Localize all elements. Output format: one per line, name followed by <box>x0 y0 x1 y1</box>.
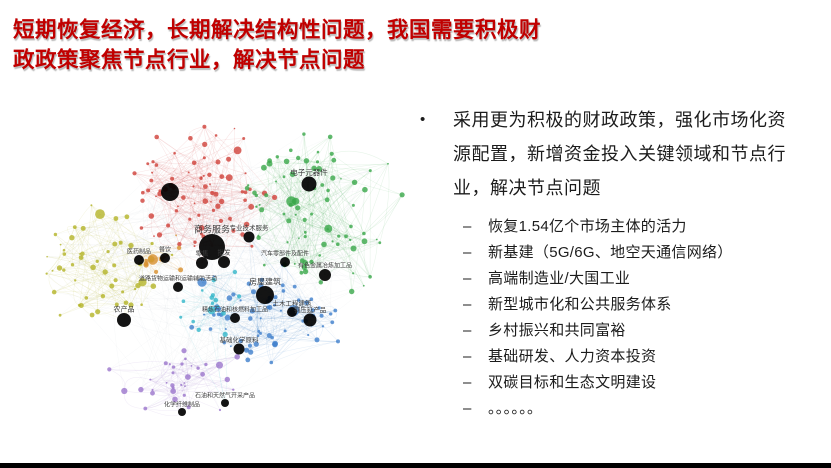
dash-icon: – <box>463 322 472 339</box>
sub-bullet-text: 。。。。。。 <box>488 400 543 417</box>
sub-bullet-text: 新型城市化和公共服务体系 <box>488 296 672 313</box>
sub-bullet-item: – 双碳目标和生态文明建设 <box>463 370 822 396</box>
svg-text:专业技术服务: 专业技术服务 <box>230 223 270 232</box>
svg-text:钢压延产品: 钢压延产品 <box>294 305 327 314</box>
sub-bullet-item: – 新型城市化和公共服务体系 <box>463 292 822 318</box>
main-bullet: • 采用更为积极的财政政策，强化市场化资源配置，新增资金投入关键领域和节点行业，… <box>420 103 822 205</box>
svg-text:医药制品: 医药制品 <box>127 248 151 256</box>
sub-bullet-list: – 恢复1.54亿个市场主体的活力 – 新基建（5G/6G、地空天通信网络） – 高端… <box>420 214 822 422</box>
sub-bullet-text: 双碳目标和生态文明建设 <box>488 374 657 391</box>
svg-text:道路货物运输和运输辅助活动: 道路货物运输和运输辅助活动 <box>139 275 217 283</box>
svg-text:化学纤维制品: 化学纤维制品 <box>164 401 200 409</box>
sub-bullet-item: –。。。。。。 <box>463 396 822 422</box>
dash-icon: – <box>463 244 472 261</box>
svg-text:土木工程建筑: 土木工程建筑 <box>273 299 313 308</box>
svg-text:农产品: 农产品 <box>114 305 135 314</box>
slide-title-line2: 政政策聚焦节点行业，解决节点问题 <box>13 48 366 72</box>
sub-bullet-text: 恢复1.54亿个市场主体的活力 <box>488 218 687 235</box>
svg-text:电子元器件: 电子元器件 <box>290 167 328 177</box>
dash-icon: – <box>463 270 472 287</box>
svg-text:餐饮: 餐饮 <box>159 246 171 254</box>
sub-bullet-text: 新基建（5G/6G、地空天通信网络） <box>488 244 733 261</box>
dash-icon: – <box>463 400 472 417</box>
sub-bullet-text: 乡村振兴和共同富裕 <box>488 322 626 339</box>
svg-text:精炼石油和核燃料加工品: 精炼石油和核燃料加工品 <box>202 306 268 314</box>
dash-icon: – <box>463 348 472 365</box>
main-bullet-text: 采用更为积极的财政政策，强化市场化资源配置，新增资金投入关键领域和节点行业，解决… <box>453 110 786 198</box>
dash-icon: – <box>463 218 472 235</box>
sub-bullet-item: – 高端制造业/大国工业 <box>463 266 822 292</box>
slide-title: 短期恢复经济，长期解决结构性问题，我国需要积极财 政政策聚焦节点行业，解决节点问… <box>13 15 653 75</box>
sub-bullet-text: 基础研发、人力资本投资 <box>488 348 657 365</box>
svg-text:基础化学原料: 基础化学原料 <box>220 335 260 344</box>
sub-bullet-item: – 恢复1.54亿个市场主体的活力 <box>463 214 822 240</box>
content-panel: • 采用更为积极的财政政策，强化市场化资源配置，新增资金投入关键领域和节点行业，… <box>420 103 822 422</box>
svg-text:零售: 零售 <box>196 249 209 258</box>
sub-bullet-item: – 基础研发、人力资本投资 <box>463 344 822 370</box>
svg-text:汽车零部件及配件: 汽车零部件及配件 <box>261 250 309 258</box>
svg-text:石油和天然气开采产品: 石油和天然气开采产品 <box>195 392 255 400</box>
slide-title-line1: 短期恢复经济，长期解决结构性问题，我国需要积极财 <box>13 18 542 42</box>
dash-icon: – <box>463 296 472 313</box>
svg-text:批发: 批发 <box>218 248 232 257</box>
dash-icon: – <box>463 374 472 391</box>
industry-network-graph: 商务服务 电子元器件房屋建筑土木工程建筑 专业技术服务道路货物运输和运输辅助活动精炼… <box>2 96 432 444</box>
svg-text:商务服务: 商务服务 <box>194 224 230 235</box>
sub-bullet-text: 高端制造业/大国工业 <box>488 270 631 287</box>
sub-bullet-item: – 新基建（5G/6G、地空天通信网络） <box>463 240 822 266</box>
svg-text:有色金属冶炼加工品: 有色金属冶炼加工品 <box>298 262 352 270</box>
bullet-icon: • <box>420 111 426 128</box>
svg-text:房屋建筑: 房屋建筑 <box>249 277 281 287</box>
slide-bottom-border <box>0 463 831 468</box>
sub-bullet-item: – 乡村振兴和共同富裕 <box>463 318 822 344</box>
